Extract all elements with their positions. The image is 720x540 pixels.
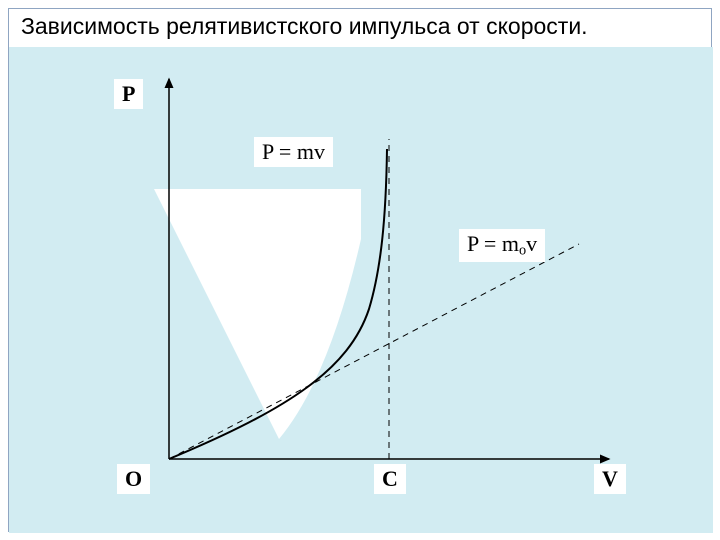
slide-panel: Зависимость релятивистского импульса от …: [8, 8, 712, 532]
axis-label-origin: O: [117, 464, 150, 494]
axis-label-c: C: [374, 464, 406, 494]
formula-classical-prefix: P = m: [467, 231, 519, 256]
formula-classical: P = mov: [459, 229, 545, 262]
formula-classical-suffix: v: [526, 231, 537, 256]
slide: Зависимость релятивистского импульса от …: [0, 0, 720, 540]
chart-background: [9, 47, 713, 533]
axis-label-v: V: [594, 464, 626, 494]
formula-relativistic: P = mv: [254, 137, 333, 167]
axis-label-p: P: [114, 79, 143, 109]
